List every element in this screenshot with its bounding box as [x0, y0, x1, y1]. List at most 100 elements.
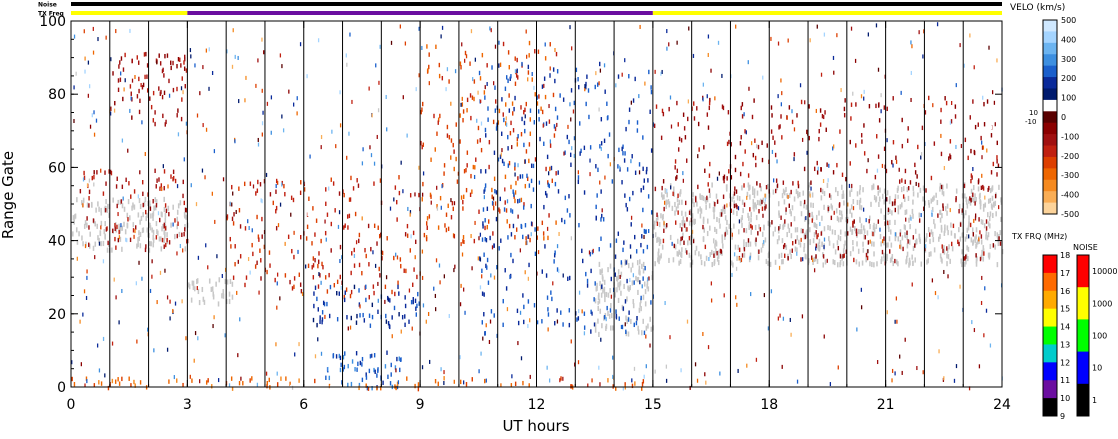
- noise-cell: [181, 299, 183, 304]
- scatter-cell: [849, 190, 851, 196]
- noise-cell: [113, 108, 116, 113]
- velocity-cell: [104, 170, 106, 175]
- scatter-cell: [964, 261, 966, 267]
- velocity-cell: [114, 100, 116, 106]
- noise-cell: [777, 94, 779, 99]
- scatter-cell: [753, 193, 756, 199]
- noise-cell: [985, 308, 988, 313]
- velocity-cell: [150, 104, 153, 110]
- noise-cell: [899, 354, 901, 359]
- noise-cell: [275, 342, 277, 347]
- noise-cell: [916, 366, 918, 371]
- velocity-cell: [525, 149, 528, 154]
- noise-cell: [414, 192, 416, 197]
- noise-cell: [217, 378, 220, 383]
- scatter-cell: [897, 261, 899, 267]
- velocity-cell: [346, 315, 348, 320]
- noise-cell: [860, 305, 863, 310]
- scatter-cell: [917, 192, 919, 198]
- noise-cell: [959, 284, 961, 289]
- velocity-cell: [381, 256, 383, 261]
- velocity-cell: [647, 194, 650, 199]
- velocity-cell: [954, 114, 957, 119]
- txfreq-segment: [652, 11, 1002, 15]
- velocity-cell: [251, 376, 253, 381]
- velocity-cell: [471, 189, 473, 194]
- noise-cell: [151, 274, 153, 279]
- velocity-cell: [163, 73, 165, 78]
- velocity-cell: [759, 183, 761, 188]
- noise-cell: [943, 165, 946, 171]
- velocity-cell: [493, 150, 496, 155]
- velocity-cell: [963, 256, 965, 261]
- velocity-cell: [371, 302, 374, 308]
- noise-cell: [337, 224, 340, 229]
- scatter-cell: [707, 218, 709, 224]
- noise-cell: [126, 311, 128, 316]
- scatter-cell: [862, 247, 865, 253]
- velocity-cell: [990, 170, 993, 175]
- noise-cell: [981, 173, 983, 178]
- scatter-cell: [734, 244, 737, 250]
- velocity-cell: [249, 181, 252, 186]
- noise-cell: [421, 45, 423, 50]
- noise-cell: [981, 275, 983, 280]
- velocity-cell: [655, 104, 658, 109]
- velocity-cell: [409, 248, 412, 253]
- noise-cell: [747, 60, 749, 65]
- velocity-cell: [836, 162, 838, 168]
- scatter-cell: [934, 223, 936, 229]
- velocity-cell: [855, 102, 857, 107]
- noise-cell: [461, 42, 463, 47]
- velocity-cell: [524, 107, 526, 112]
- scatter-cell: [145, 215, 147, 222]
- velocity-cell: [810, 180, 812, 185]
- scatter-cell: [756, 190, 759, 196]
- velocity-cell: [632, 98, 635, 103]
- velocity-cell: [950, 119, 953, 124]
- scatter-cell: [939, 253, 942, 259]
- velocity-cell: [510, 252, 512, 258]
- velocity-cell: [525, 101, 527, 107]
- velocity-cell: [523, 304, 525, 310]
- velocity-cell: [626, 167, 629, 172]
- scatter-cell: [610, 325, 612, 331]
- velocity-cell: [598, 247, 600, 252]
- noise-cell: [346, 155, 348, 160]
- noise-cell: [109, 111, 112, 116]
- x-tick-label: 0: [67, 397, 76, 413]
- velocity-cell: [421, 107, 423, 112]
- scatter-cell: [932, 196, 934, 202]
- scatter-cell: [683, 220, 686, 226]
- scatter-cell: [668, 202, 671, 208]
- velocity-cell: [406, 233, 409, 238]
- velocity-cell: [643, 178, 645, 183]
- scatter-cell: [713, 260, 716, 266]
- noise-cell: [79, 319, 81, 324]
- velocity-cell: [808, 135, 811, 141]
- scatter-cell: [809, 239, 811, 246]
- scatter-cell: [752, 189, 754, 195]
- velocity-cell: [979, 256, 982, 262]
- velocity-cell: [498, 63, 500, 68]
- noise-cell: [402, 95, 404, 100]
- velocity-cell: [486, 257, 489, 263]
- velocity-cell: [485, 237, 488, 243]
- scatter-cell: [121, 225, 124, 231]
- scatter-cell: [715, 239, 717, 245]
- velocity-cell: [722, 176, 725, 181]
- noise-cell: [836, 33, 838, 38]
- velocity-cell: [595, 215, 597, 221]
- scatter-cell: [912, 260, 914, 266]
- noise-cell: [537, 250, 540, 255]
- scatter-cell: [922, 196, 924, 202]
- velocity-cell: [307, 263, 310, 269]
- txfreq-colorbar-swatch: [1043, 255, 1057, 274]
- txfreq-colorbar-tick: 15: [1060, 305, 1070, 314]
- velocity-cell: [849, 139, 851, 145]
- noise-cell: [361, 161, 364, 166]
- scatter-cell: [975, 196, 977, 203]
- scatter-cell: [163, 229, 165, 235]
- scatter-cell: [873, 194, 876, 201]
- scatter-cell: [886, 190, 889, 196]
